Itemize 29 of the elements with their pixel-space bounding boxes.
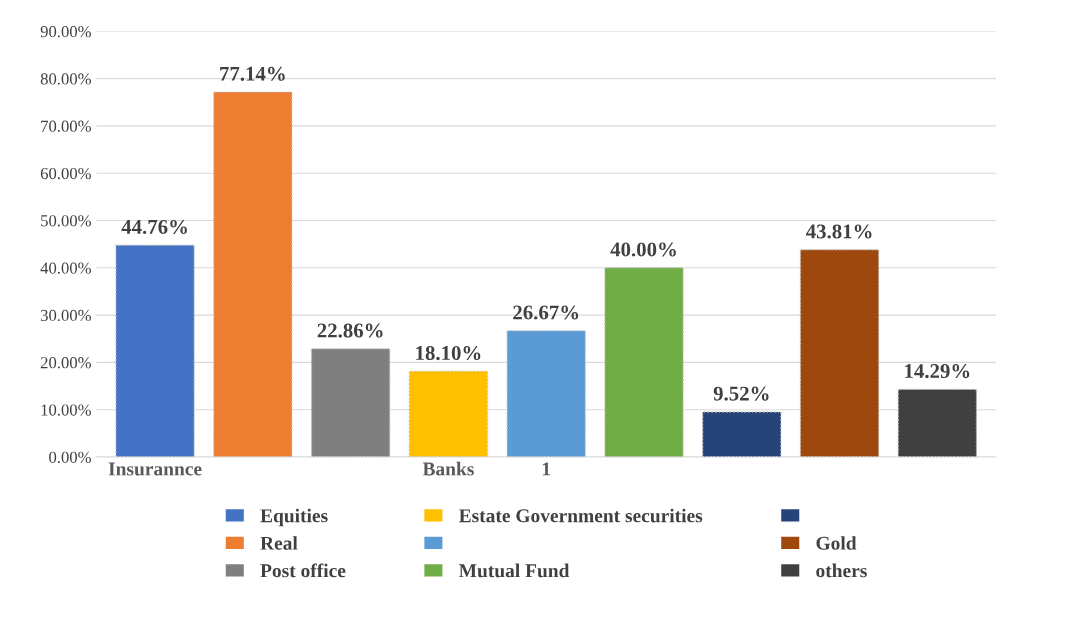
y-tick-label: 30.00% <box>40 309 91 322</box>
y-tick-label: 50.00% <box>41 215 91 227</box>
text: 77.14% <box>220 66 285 81</box>
legend-label: Real <box>260 536 298 550</box>
legend-label: others <box>816 563 867 578</box>
y-tick-label: 20.00% <box>40 357 91 369</box>
y-tick-label: 80.00% <box>40 73 91 85</box>
text: 18.10% <box>416 345 481 361</box>
x-tick-label: 1 <box>542 462 551 476</box>
legend-label: Gold <box>816 536 857 550</box>
x-tick-label: Banks <box>422 461 474 476</box>
text: 9.52% <box>713 386 769 401</box>
text: 26.67% <box>513 305 579 320</box>
text: 22.86% <box>317 323 383 338</box>
y-tick-label: 0.00% <box>49 451 91 463</box>
legend-label: Mutual Fund <box>459 563 570 578</box>
text: 14.29% <box>905 364 970 379</box>
text: 44.76% <box>121 219 187 235</box>
legend-label: Equities <box>260 508 328 527</box>
legend-label: Estate Government securities <box>459 508 703 523</box>
text: 43.81% <box>806 224 872 239</box>
legend-label: Post office <box>260 563 346 578</box>
y-tick-label: 10.00% <box>41 404 91 416</box>
x-tick-label: Insurannce <box>108 462 202 476</box>
y-tick-label: 70.00% <box>41 120 91 132</box>
y-tick-label: 60.00% <box>40 167 91 180</box>
text: 40.00% <box>610 242 676 257</box>
y-tick-label: 90.00% <box>40 26 91 38</box>
y-tick-label: 40.00% <box>40 262 91 274</box>
